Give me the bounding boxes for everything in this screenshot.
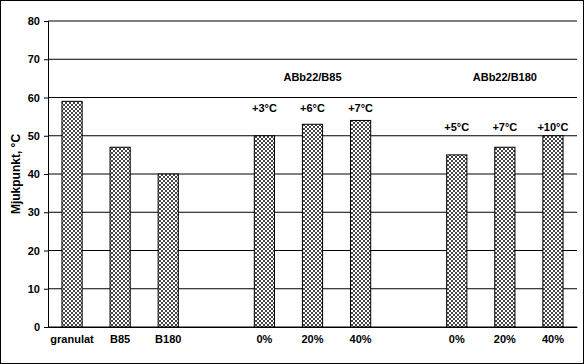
y-tick-mark [44,98,48,99]
x-axis-line [49,327,578,328]
x-tick-label: B85 [110,333,130,345]
x-tick: 40% [542,327,564,345]
annotation: +6°C [300,102,325,114]
y-tick-label: 80 [28,15,40,27]
bars [62,101,563,327]
bar [447,155,467,327]
grid-line [48,97,577,98]
y-tick: 10 [28,283,48,295]
x-tick: B180 [155,327,181,345]
bar [62,101,82,327]
grid-line [48,59,577,60]
y-tick: 80 [28,15,48,27]
y-tick-mark [44,327,48,328]
x-tick-label: 40% [542,333,564,345]
y-tick-mark [44,174,48,175]
y-tick-mark [44,21,48,22]
x-axis: granulat B85 B180 0% 20% 40% 0% 20% 40% [49,327,578,345]
x-tick: B85 [110,327,130,345]
x-tick-label: 0% [256,333,272,345]
annotation: ABb22/B85 [283,71,341,83]
chart-frame [1,1,584,364]
x-tick: 40% [350,327,372,345]
bar [302,124,322,327]
y-tick: 70 [28,53,48,65]
y-tick-label: 30 [28,206,40,218]
y-tick-label: 10 [28,283,40,295]
y-tick-label: 40 [28,168,40,180]
x-tick-label: 20% [301,333,323,345]
bar [350,120,370,327]
plot: 0 10 20 30 40 50 60 70 80 granulat B85 B180 0% 20% 40%… [28,15,578,345]
y-axis: 0 10 20 30 40 50 60 70 80 [28,15,49,333]
y-tick-mark [44,289,48,290]
y-tick-label: 70 [28,53,40,65]
x-tick: granulat [50,327,94,345]
y-tick-mark [44,136,48,137]
y-tick: 20 [28,245,48,257]
bar [254,136,274,327]
x-tick-label: 0% [449,333,465,345]
bar [110,147,130,327]
x-tick: 20% [494,327,516,345]
y-tick-label: 0 [34,321,40,333]
bar [158,174,178,327]
annotation: +5°C [444,121,469,133]
y-tick: 0 [34,321,48,333]
y-tick-mark [44,59,48,60]
bar [543,136,563,327]
x-tick-label: granulat [50,333,94,345]
y-tick: 40 [28,168,48,180]
y-tick: 30 [28,206,48,218]
y-tick: 50 [28,130,48,142]
x-tick-label: 20% [494,333,516,345]
x-tick: 0% [256,327,272,345]
x-tick: 20% [301,327,323,345]
y-tick-mark [44,212,48,213]
y-tick: 60 [28,92,48,104]
y-tick-mark [44,251,48,252]
annotation: +7°C [348,102,373,114]
y-tick-label: 50 [28,130,40,142]
grid-line [48,21,577,22]
y-axis-title: Mjukpunkt, °C [9,134,23,214]
y-tick-label: 20 [28,245,40,257]
x-tick: 0% [449,327,465,345]
y-axis-line [44,22,49,328]
annotation: +3°C [252,102,277,114]
bar [495,147,515,327]
y-tick-label: 60 [28,92,40,104]
annotation: ABb22/B180 [473,71,537,83]
grid [48,21,577,327]
annotation: +10°C [537,121,568,133]
x-tick-label: 40% [350,333,372,345]
annotation: +7°C [492,121,517,133]
x-tick-label: B180 [155,333,181,345]
chart: 0 10 20 30 40 50 60 70 80 granulat B85 B180 0% 20% 40%… [0,0,584,364]
